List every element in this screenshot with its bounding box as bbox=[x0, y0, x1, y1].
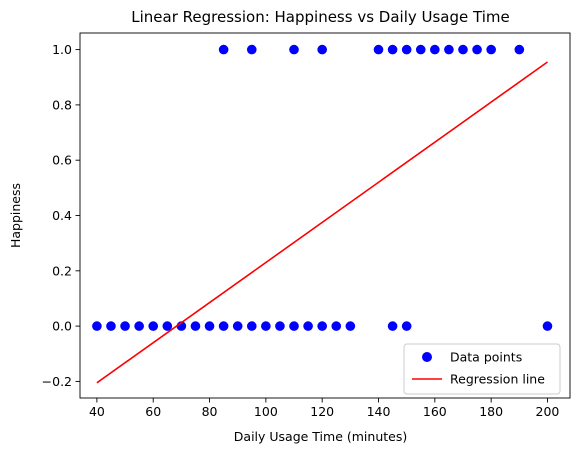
x-tick-label: 200 bbox=[536, 404, 560, 419]
x-tick-label: 160 bbox=[423, 404, 447, 419]
data-point bbox=[303, 321, 313, 331]
y-tick-label: 0.6 bbox=[52, 153, 72, 168]
x-tick-label: 100 bbox=[254, 404, 278, 419]
y-tick-label: 1.0 bbox=[52, 42, 72, 57]
data-point bbox=[275, 321, 285, 331]
data-point bbox=[261, 321, 271, 331]
x-tick-label: 180 bbox=[479, 404, 503, 419]
data-point bbox=[317, 44, 327, 55]
data-point bbox=[120, 321, 130, 331]
x-tick-label: 40 bbox=[89, 404, 105, 419]
data-point bbox=[162, 321, 173, 331]
legend-label-regression-line: Regression line bbox=[450, 372, 545, 387]
x-tick-label: 80 bbox=[202, 404, 218, 419]
data-point bbox=[289, 321, 299, 331]
data-point bbox=[486, 44, 496, 55]
data-point bbox=[401, 321, 412, 331]
data-point bbox=[373, 44, 384, 55]
data-point bbox=[218, 44, 229, 55]
data-point bbox=[415, 44, 426, 55]
y-axis-label: Happiness bbox=[8, 183, 23, 248]
y-tick-label: 0.0 bbox=[52, 319, 72, 334]
x-axis-label: Daily Usage Time (minutes) bbox=[234, 429, 407, 444]
axes-layer: 40 60 80 100 120 140 160 180 200 −0.2 0.0 0.2 0.4 0.6… bbox=[42, 32, 571, 419]
data-point bbox=[134, 321, 144, 331]
data-point bbox=[92, 321, 102, 331]
chart-title: Linear Regression: Happiness vs Daily Us… bbox=[131, 8, 509, 26]
y-tick-label: 0.4 bbox=[52, 208, 72, 223]
data-point bbox=[345, 321, 356, 331]
data-point bbox=[458, 44, 468, 55]
legend-label-data-points: Data points bbox=[450, 350, 522, 365]
data-point bbox=[190, 321, 201, 331]
data-point bbox=[444, 44, 454, 55]
y-tick-label: 0.8 bbox=[52, 97, 72, 112]
y-tick-label: −0.2 bbox=[42, 374, 72, 389]
legend-marker-data-points bbox=[422, 352, 432, 362]
marks-layer bbox=[92, 44, 553, 384]
data-point bbox=[331, 321, 342, 331]
data-point bbox=[204, 321, 215, 331]
data-point bbox=[289, 44, 299, 55]
data-point bbox=[317, 321, 327, 331]
data-point bbox=[218, 321, 229, 331]
data-point bbox=[401, 44, 412, 55]
data-point bbox=[246, 44, 257, 55]
x-tick-label: 140 bbox=[367, 404, 391, 419]
data-point bbox=[106, 321, 116, 331]
data-point bbox=[430, 44, 440, 55]
data-point bbox=[387, 321, 398, 331]
regression-line bbox=[96, 61, 548, 384]
y-tick-label: 0.2 bbox=[52, 263, 72, 278]
data-point bbox=[542, 321, 553, 331]
x-tick-label: 60 bbox=[145, 404, 161, 419]
data-point bbox=[387, 44, 398, 55]
legend-box bbox=[403, 343, 561, 395]
chart-legend: Data points Regression line bbox=[403, 343, 561, 395]
data-point bbox=[246, 321, 257, 331]
data-point bbox=[472, 44, 482, 55]
data-point bbox=[514, 44, 525, 55]
x-tick-label: 120 bbox=[310, 404, 334, 419]
data-point bbox=[148, 321, 159, 331]
data-point bbox=[232, 321, 243, 331]
